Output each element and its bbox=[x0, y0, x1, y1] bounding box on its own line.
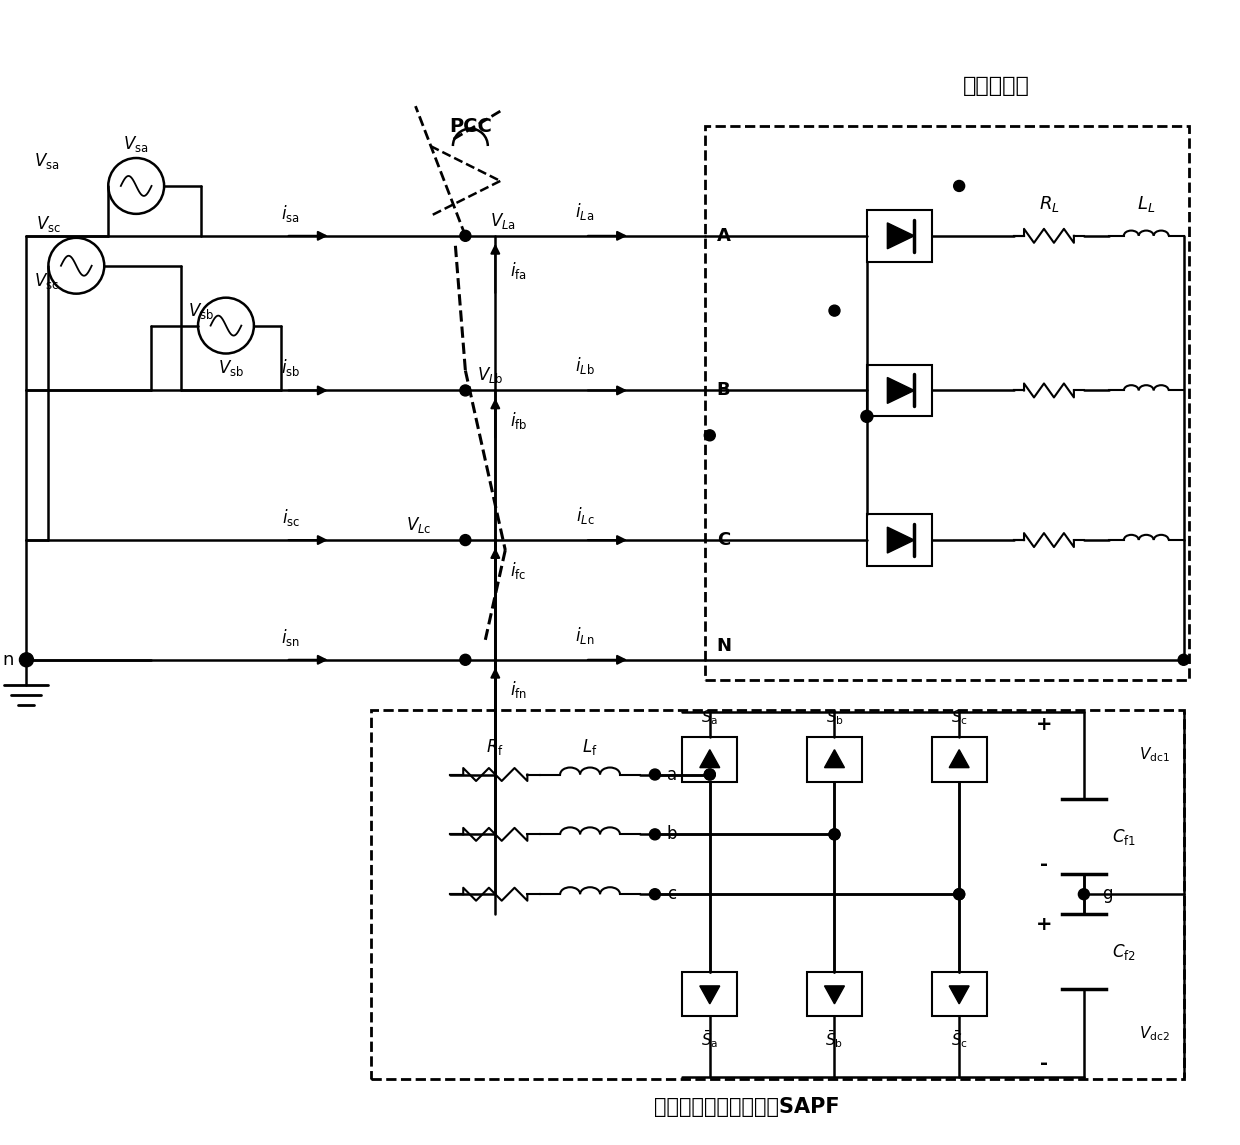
Text: $V_{\rm sa}$: $V_{\rm sa}$ bbox=[124, 134, 149, 155]
Text: N: N bbox=[717, 637, 732, 655]
Text: $V_{\rm dc1}$: $V_{\rm dc1}$ bbox=[1138, 745, 1169, 764]
Text: $V_{L\rm a}$: $V_{L\rm a}$ bbox=[490, 211, 516, 231]
Circle shape bbox=[650, 889, 661, 900]
Text: $V_{L\rm c}$: $V_{L\rm c}$ bbox=[405, 515, 432, 535]
Circle shape bbox=[460, 654, 471, 665]
Circle shape bbox=[460, 535, 471, 545]
Text: $C_{\rm f2}$: $C_{\rm f2}$ bbox=[1112, 941, 1136, 962]
Text: A: A bbox=[717, 227, 730, 245]
Polygon shape bbox=[888, 378, 914, 403]
Polygon shape bbox=[949, 750, 970, 767]
Circle shape bbox=[704, 429, 715, 441]
Circle shape bbox=[650, 829, 661, 839]
Circle shape bbox=[20, 653, 33, 666]
Text: $i_{\rm sn}$: $i_{\rm sn}$ bbox=[281, 626, 300, 648]
Text: $i_{L\rm c}$: $i_{L\rm c}$ bbox=[575, 505, 594, 526]
Text: $i_{\rm sc}$: $i_{\rm sc}$ bbox=[281, 507, 300, 528]
Text: PCC: PCC bbox=[449, 117, 492, 136]
Text: $V_{\rm sb}$: $V_{\rm sb}$ bbox=[218, 357, 244, 378]
Circle shape bbox=[830, 829, 839, 839]
Text: $V_{\rm sb}$: $V_{\rm sb}$ bbox=[188, 301, 215, 321]
Bar bbox=[682, 971, 738, 1017]
Circle shape bbox=[830, 306, 839, 316]
Text: $i_{\rm fa}$: $i_{\rm fa}$ bbox=[511, 260, 527, 282]
Polygon shape bbox=[699, 750, 719, 767]
Text: $V_{\rm dc2}$: $V_{\rm dc2}$ bbox=[1138, 1025, 1169, 1043]
Bar bbox=[807, 971, 862, 1017]
Circle shape bbox=[1079, 889, 1090, 900]
Text: $\bar{S}_{\rm c}$: $\bar{S}_{\rm c}$ bbox=[951, 1028, 967, 1050]
Circle shape bbox=[954, 181, 965, 191]
Polygon shape bbox=[825, 986, 844, 1004]
Text: $V_{L\rm b}$: $V_{L\rm b}$ bbox=[477, 365, 503, 386]
Circle shape bbox=[704, 769, 715, 780]
Circle shape bbox=[650, 769, 661, 780]
Text: +: + bbox=[1035, 716, 1053, 734]
Bar bbox=[931, 971, 987, 1017]
Text: $L_L$: $L_L$ bbox=[1137, 194, 1156, 214]
Circle shape bbox=[704, 769, 715, 780]
Text: $i_{L\rm a}$: $i_{L\rm a}$ bbox=[575, 200, 595, 222]
Circle shape bbox=[460, 385, 471, 396]
Text: $i_{L\rm n}$: $i_{L\rm n}$ bbox=[575, 625, 595, 646]
Circle shape bbox=[1178, 654, 1189, 665]
Polygon shape bbox=[888, 527, 914, 553]
Text: B: B bbox=[717, 381, 730, 400]
Text: $S_{\rm b}$: $S_{\rm b}$ bbox=[826, 709, 843, 727]
Text: b: b bbox=[667, 826, 677, 844]
Text: 电容中点三相四线制式SAPF: 电容中点三相四线制式SAPF bbox=[655, 1097, 839, 1116]
Bar bbox=[682, 737, 738, 782]
Circle shape bbox=[861, 410, 873, 423]
Text: 非线性负荷: 非线性负荷 bbox=[963, 77, 1030, 96]
Text: -: - bbox=[1040, 855, 1048, 874]
Bar bbox=[807, 737, 862, 782]
Text: $V_{\rm sc}$: $V_{\rm sc}$ bbox=[36, 214, 61, 234]
Bar bbox=[931, 737, 987, 782]
Text: c: c bbox=[667, 885, 676, 903]
Text: $i_{\rm fc}$: $i_{\rm fc}$ bbox=[511, 560, 527, 581]
Text: $R_L$: $R_L$ bbox=[1039, 194, 1059, 214]
Text: $V_{\rm sa}$: $V_{\rm sa}$ bbox=[33, 151, 60, 171]
Text: $i_{\rm fn}$: $i_{\rm fn}$ bbox=[511, 679, 527, 701]
Circle shape bbox=[830, 829, 839, 839]
Text: $\bar{S}_{\rm b}$: $\bar{S}_{\rm b}$ bbox=[826, 1028, 843, 1050]
Text: $i_{L\rm b}$: $i_{L\rm b}$ bbox=[575, 355, 595, 377]
Text: $i_{\rm fb}$: $i_{\rm fb}$ bbox=[511, 410, 528, 431]
Polygon shape bbox=[825, 750, 844, 767]
Text: $S_{\rm c}$: $S_{\rm c}$ bbox=[951, 709, 967, 727]
Text: a: a bbox=[667, 766, 677, 783]
Text: $i_{\rm sa}$: $i_{\rm sa}$ bbox=[281, 203, 300, 224]
Text: $L_{\rm f}$: $L_{\rm f}$ bbox=[583, 736, 598, 757]
Circle shape bbox=[460, 230, 471, 242]
Text: g: g bbox=[1102, 885, 1112, 903]
Text: n: n bbox=[2, 650, 14, 669]
Polygon shape bbox=[699, 986, 719, 1004]
Circle shape bbox=[954, 889, 965, 900]
Text: $C_{\rm f1}$: $C_{\rm f1}$ bbox=[1112, 827, 1136, 847]
Text: $R_{\rm f}$: $R_{\rm f}$ bbox=[486, 736, 505, 757]
Text: $\bar{S}_{\rm a}$: $\bar{S}_{\rm a}$ bbox=[701, 1028, 718, 1050]
Text: C: C bbox=[717, 531, 730, 550]
Text: $S_{\rm a}$: $S_{\rm a}$ bbox=[701, 709, 718, 727]
Polygon shape bbox=[888, 223, 914, 248]
Text: -: - bbox=[1040, 1055, 1048, 1073]
Text: $i_{\rm sb}$: $i_{\rm sb}$ bbox=[281, 357, 300, 379]
Circle shape bbox=[954, 889, 965, 900]
Text: +: + bbox=[1035, 915, 1053, 933]
Text: $V_{\rm sc}$: $V_{\rm sc}$ bbox=[33, 270, 60, 291]
Polygon shape bbox=[949, 986, 970, 1004]
